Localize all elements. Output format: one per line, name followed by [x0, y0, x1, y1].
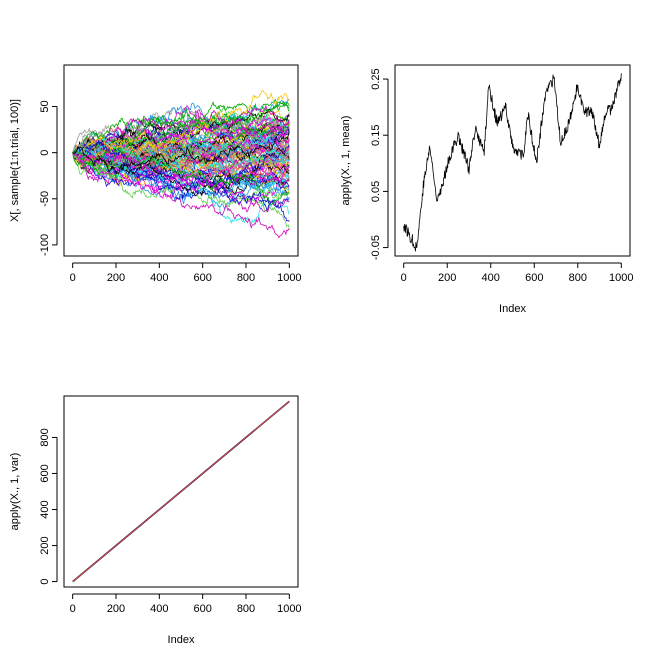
- walk-lines: [72, 89, 290, 239]
- walk-series: [72, 131, 290, 175]
- x-tick-label: 1000: [277, 272, 301, 284]
- plot-box: [63, 64, 299, 257]
- y-tick-label: 0.05: [370, 181, 382, 202]
- random-walks-panel: 0 200 400 600 800 1000 -100 -50 0 50 X[, sample(1:…: [9, 64, 302, 284]
- row-variance-panel: 0 200 400 600 800 1000 0 200 400 600 800 apply(X., …: [9, 395, 302, 646]
- walk-series: [72, 106, 290, 153]
- y-axis: 0 200 400 600 800: [39, 428, 58, 585]
- x-axis: 0 200 400 600 800 1000: [70, 262, 302, 284]
- x-tick-label: 600: [193, 272, 211, 284]
- y-tick-label: -50: [39, 191, 51, 207]
- plot-box: [63, 395, 299, 588]
- x-axis: 0 200 400 600 800 1000: [401, 262, 634, 284]
- y-tick-label: 0.15: [370, 125, 382, 146]
- row-mean-panel: 0 200 400 600 800 1000 -0.05 0.05 0.15 0.25 apply(…: [340, 64, 634, 315]
- x-tick-label: 0: [70, 272, 76, 284]
- x-tick-label: 0: [70, 603, 76, 615]
- x-tick-label: 800: [237, 603, 255, 615]
- y-tick-label: 400: [39, 500, 51, 518]
- x-tick-label: 200: [438, 272, 456, 284]
- x-tick-label: 600: [193, 603, 211, 615]
- x-axis: 0 200 400 600 800 1000: [70, 593, 302, 615]
- walk-series: [72, 140, 290, 169]
- x-tick-label: 800: [569, 272, 587, 284]
- walk-series: [72, 152, 290, 199]
- x-axis-label: Index: [499, 303, 526, 315]
- walk-series: [72, 144, 290, 176]
- plot-box: [394, 64, 631, 257]
- y-tick-label: 50: [39, 100, 51, 112]
- x-tick-label: 800: [237, 272, 255, 284]
- y-axis: -100 -50 0 50: [39, 100, 58, 256]
- y-tick-label: -0.05: [370, 235, 382, 260]
- walk-series: [72, 120, 290, 154]
- x-tick-label: 0: [401, 272, 407, 284]
- x-tick-label: 1000: [277, 603, 301, 615]
- y-tick-label: 0: [39, 579, 51, 585]
- x-tick-label: 600: [525, 272, 543, 284]
- x-tick-label: 400: [150, 603, 168, 615]
- x-axis-label: Index: [168, 634, 195, 646]
- x-tick-label: 400: [150, 272, 168, 284]
- walk-series: [72, 139, 290, 183]
- mean-line: [403, 73, 622, 252]
- walk-series: [72, 148, 290, 205]
- y-axis-label: apply(X., 1, mean): [340, 116, 352, 206]
- walk-series: [72, 145, 290, 172]
- y-tick-label: 0.25: [370, 68, 382, 89]
- y-tick-label: 800: [39, 428, 51, 446]
- y-axis-label: apply(X., 1, var): [9, 453, 21, 531]
- y-tick-label: 600: [39, 464, 51, 482]
- y-axis-label: X[, sample(1:n.trial, 100)]: [9, 99, 21, 222]
- y-axis: -0.05 0.05 0.15 0.25: [370, 68, 389, 260]
- x-tick-label: 1000: [609, 272, 633, 284]
- y-tick-label: 200: [39, 536, 51, 554]
- y-tick-label: -100: [39, 234, 51, 256]
- x-tick-label: 200: [107, 603, 125, 615]
- x-tick-label: 400: [482, 272, 500, 284]
- y-tick-label: 0: [39, 150, 51, 156]
- reference-line: [72, 401, 290, 582]
- walk-series: [72, 104, 290, 156]
- x-tick-label: 200: [107, 272, 125, 284]
